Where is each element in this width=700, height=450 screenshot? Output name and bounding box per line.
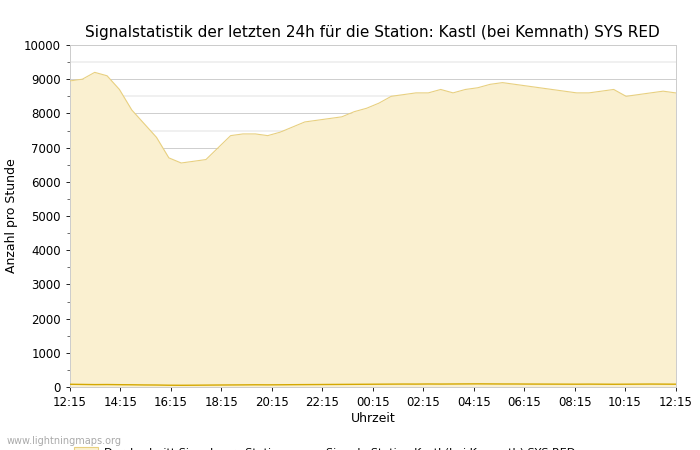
Text: www.lightningmaps.org: www.lightningmaps.org (7, 436, 122, 446)
Legend: Durchschnitt Signale pro Station, Signale Station Kastl (bei Kemnath) SYS RED: Durchschnitt Signale pro Station, Signal… (69, 442, 580, 450)
Y-axis label: Anzahl pro Stunde: Anzahl pro Stunde (6, 159, 18, 273)
Title: Signalstatistik der letzten 24h für die Station: Kastl (bei Kemnath) SYS RED: Signalstatistik der letzten 24h für die … (85, 25, 660, 40)
X-axis label: Uhrzeit: Uhrzeit (351, 412, 395, 425)
